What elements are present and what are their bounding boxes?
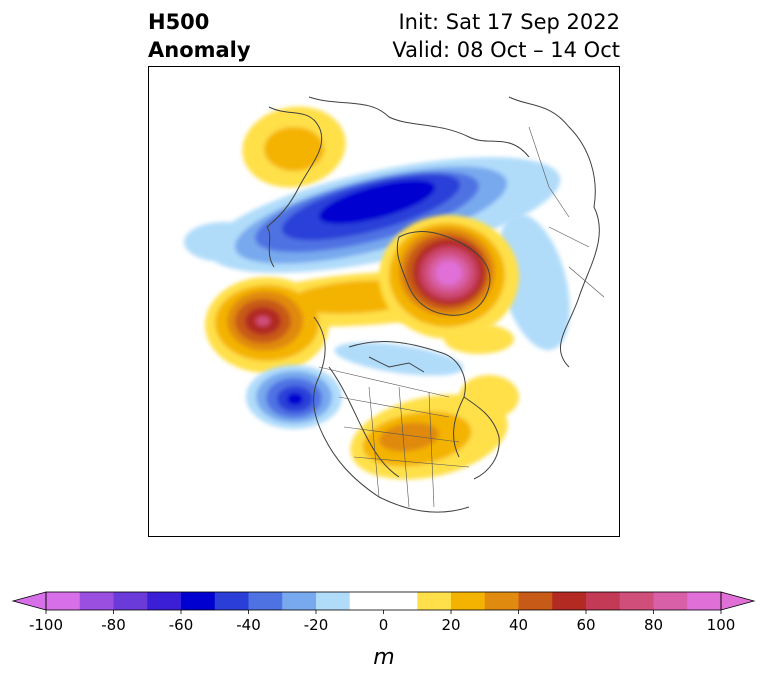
map-panel <box>148 66 620 537</box>
init-time: Init: Sat 17 Sep 2022 <box>398 10 620 34</box>
map-title: H500 Anomaly <box>148 8 251 64</box>
title-line-1: H500 <box>148 10 210 34</box>
colorbar-segment <box>451 592 486 610</box>
anomaly-siberia-negative <box>184 157 561 273</box>
anomaly-atlantic-negative <box>498 213 570 351</box>
colorbar-segment <box>518 592 553 610</box>
colorbar-segment <box>653 592 688 610</box>
colorbar-segment <box>552 592 587 610</box>
colorbar-segment <box>214 592 249 610</box>
colorbar-tick-label: -20 <box>304 616 329 634</box>
colorbar-tick-label: 20 <box>441 616 460 634</box>
anomaly-map <box>184 96 605 513</box>
colorbar-segment <box>316 592 351 610</box>
anomaly-canadian-arctic-negative <box>334 342 464 376</box>
colorbar: -100 -80 -60 -40 -20 0 20 40 60 80 100 <box>0 585 768 645</box>
colorbar-segment <box>248 592 283 610</box>
colorbar-segment <box>147 592 182 610</box>
colorbar-svg: -100 -80 -60 -40 -20 0 20 40 60 80 100 <box>11 591 756 634</box>
title-line-2: Anomaly <box>148 38 251 62</box>
colorbar-segment <box>79 592 114 610</box>
colorbar-segment <box>619 592 654 610</box>
colorbar-segment <box>349 592 418 610</box>
political-boundaries <box>318 126 605 508</box>
colorbar-tick-label: 100 <box>707 616 736 634</box>
anomaly-east-positive <box>350 375 519 480</box>
colorbar-segment <box>484 592 519 610</box>
anomaly-pnw-negative <box>246 365 342 429</box>
valid-time-block: Init: Sat 17 Sep 2022 Valid: 08 Oct – 14… <box>392 8 620 64</box>
colorbar-segment <box>282 592 317 610</box>
colorbar-tick-label: 40 <box>509 616 528 634</box>
colorbar-tick-label: 80 <box>644 616 663 634</box>
colorbar-segments <box>46 592 722 610</box>
colorbar-tick-label: 60 <box>576 616 595 634</box>
colorbar-segment <box>181 592 216 610</box>
anomaly-greenland-positive <box>379 215 519 339</box>
colorbar-tick-label: 0 <box>379 616 389 634</box>
valid-time: Valid: 08 Oct – 14 Oct <box>392 38 620 62</box>
colorbar-segment <box>687 592 722 610</box>
colorbar-tick-label: -100 <box>29 616 63 634</box>
colorbar-segment <box>46 592 81 610</box>
colorbar-extend-low <box>11 591 47 611</box>
anomaly-bering-positive <box>242 106 346 188</box>
colorbar-segment <box>417 592 452 610</box>
colorbar-extend-high <box>720 591 756 611</box>
colorbar-tick-label: -60 <box>169 616 194 634</box>
colorbar-segment <box>586 592 621 610</box>
colorbar-tick-label: -40 <box>236 616 261 634</box>
colorbar-tick-label: -80 <box>101 616 126 634</box>
colorbar-unit: m <box>373 645 395 670</box>
coastlines <box>266 96 600 513</box>
colorbar-segment <box>113 592 148 610</box>
colorbar-ticks: -100 -80 -60 -40 -20 0 20 40 60 80 100 <box>29 610 735 634</box>
